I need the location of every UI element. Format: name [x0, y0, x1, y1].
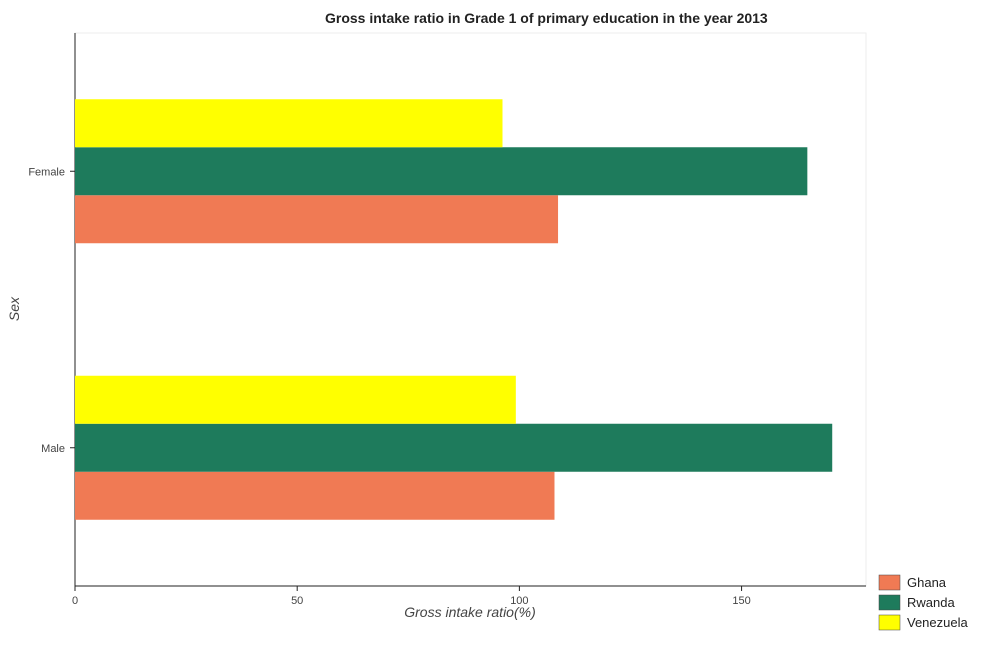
bar-ghana-male [75, 471, 555, 520]
bar-ghana-female [75, 195, 559, 244]
bar-venezuela-female [75, 99, 503, 148]
y-ticks: Female Male [28, 166, 75, 455]
y-axis-title: Sex [6, 296, 22, 321]
legend-label-venezuela: Venezuela [907, 615, 968, 630]
bar-rwanda-male [75, 423, 833, 472]
chart-title: Gross intake ratio in Grade 1 of primary… [325, 10, 768, 26]
x-tick-label: 100 [510, 595, 528, 607]
legend: Ghana Rwanda Venezuela [878, 574, 968, 631]
bars [75, 99, 833, 520]
x-tick-label: 0 [72, 595, 78, 607]
legend-swatch-ghana [878, 574, 901, 591]
legend-swatch-rwanda [878, 594, 901, 611]
y-tick-label-male: Male [41, 443, 65, 455]
bar-venezuela-male [75, 375, 516, 424]
bar-rwanda-female [75, 147, 808, 196]
legend-label-ghana: Ghana [907, 575, 947, 590]
x-ticks: 0 50 100 150 [72, 586, 751, 607]
legend-swatch-venezuela [878, 614, 901, 631]
x-tick-label: 50 [291, 595, 303, 607]
legend-label-rwanda: Rwanda [907, 595, 955, 610]
x-tick-label: 150 [732, 595, 750, 607]
x-axis-title: Gross intake ratio(%) [404, 604, 535, 620]
y-tick-label-female: Female [28, 166, 65, 178]
